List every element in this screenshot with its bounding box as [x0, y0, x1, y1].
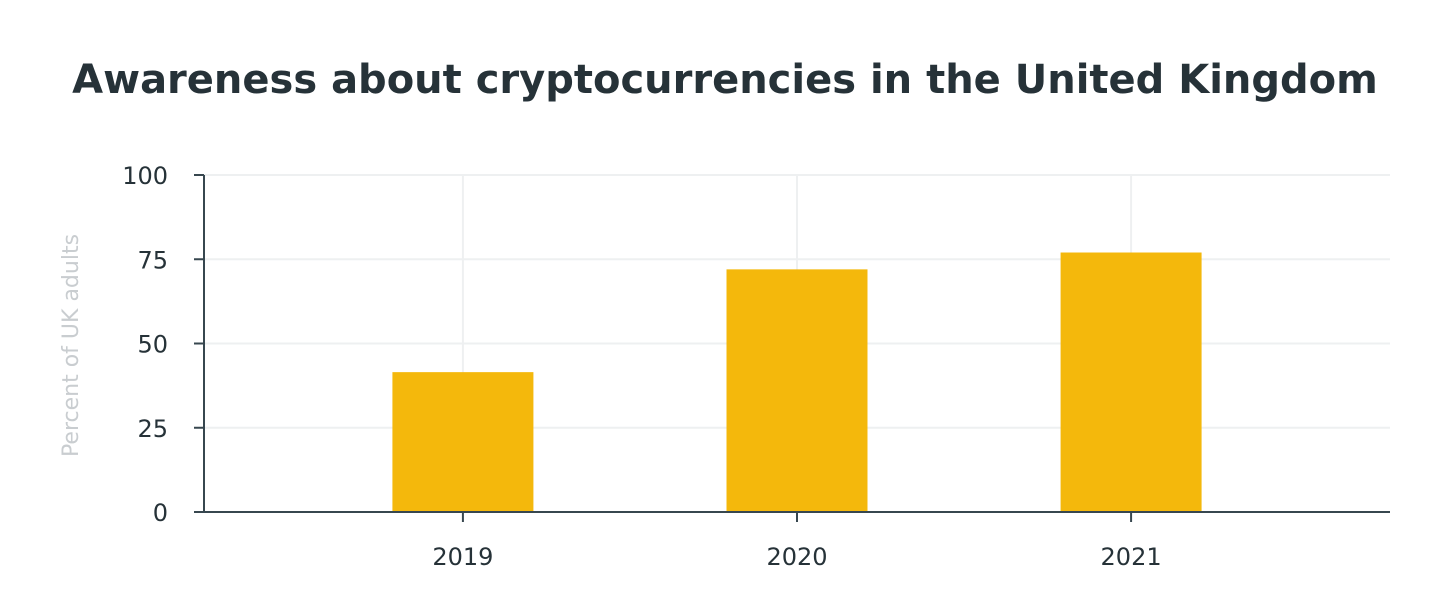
- x-axis-ticks: 2019 2020 2021: [432, 512, 1162, 571]
- x-tick-label: 2019: [432, 543, 493, 571]
- y-tick-label: 100: [122, 162, 168, 190]
- y-axis-title: Percent of UK adults: [59, 234, 84, 457]
- y-tick-label: 75: [137, 246, 168, 274]
- bars: [392, 252, 1202, 512]
- y-tick-label: 25: [137, 415, 168, 443]
- bar-2019: [392, 372, 534, 512]
- x-tick-label: 2021: [1101, 543, 1162, 571]
- chart-title: Awareness about cryptocurrencies in the …: [72, 57, 1378, 103]
- y-axis-ticks: 0 25 50 75 100: [122, 162, 204, 527]
- y-tick-label: 0: [153, 499, 168, 527]
- x-tick-label: 2020: [766, 543, 827, 571]
- bar-2020: [726, 269, 868, 512]
- y-tick-label: 50: [137, 331, 168, 359]
- bar-2021: [1060, 252, 1202, 512]
